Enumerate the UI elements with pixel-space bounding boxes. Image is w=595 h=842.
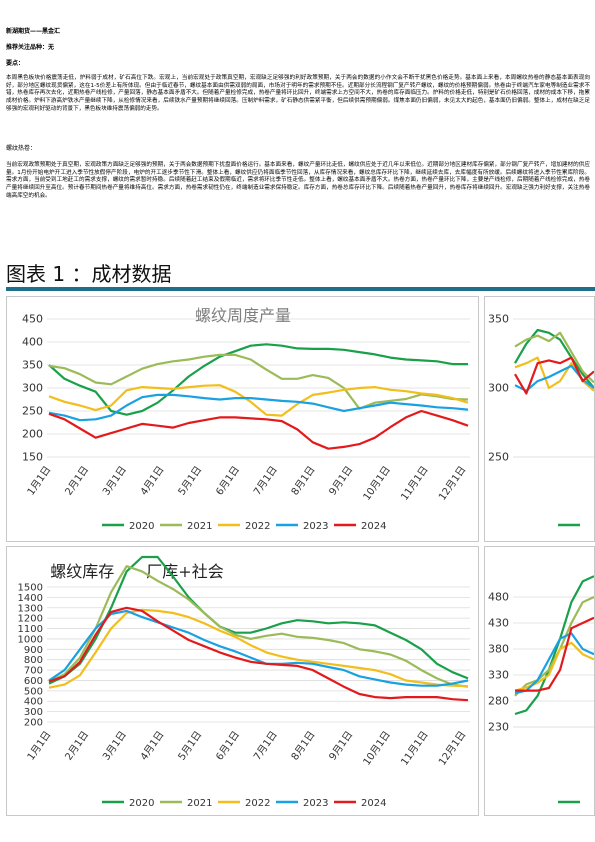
series-line-2021 bbox=[48, 353, 469, 410]
x-tick-label: 6月1日 bbox=[213, 464, 242, 498]
series-line-2020 bbox=[48, 555, 469, 685]
chart-panel-right-top: 250 300 350 bbox=[484, 296, 595, 542]
y-tick-label: 600 bbox=[24, 676, 43, 687]
y-tick-label: 1500 bbox=[18, 583, 43, 594]
legend-label-2021: 2021 bbox=[187, 798, 212, 809]
y-tick-label: 330 bbox=[488, 669, 509, 682]
series-line-2024 bbox=[48, 606, 469, 702]
series-line-2021 bbox=[48, 565, 469, 688]
legend-label-2022: 2022 bbox=[245, 798, 270, 809]
y-tick-label: 250 bbox=[22, 405, 43, 418]
x-tick-label: 8月1日 bbox=[289, 729, 318, 763]
recommend-line: 推荐关注品种：无 bbox=[6, 44, 55, 51]
rebar-paragraph: 当前宏观政策预期处于真空期，宏观政策方面缺乏足够强的预期，关于两会数据预期下扰盘… bbox=[6, 162, 590, 199]
x-tick-label: 7月1日 bbox=[251, 464, 280, 498]
x-tick-label: 12月1日 bbox=[436, 464, 468, 503]
series-line-2024 bbox=[514, 356, 594, 395]
y-tick-label: 300 bbox=[488, 382, 509, 395]
report-title: 新湖期货——黑金汇 bbox=[6, 28, 61, 35]
y-tick-label: 300 bbox=[22, 382, 43, 395]
x-tick-label: 9月1日 bbox=[327, 464, 356, 498]
summary-paragraph: 本周黑色板块价格震荡走低，炉料弱于成材，矿石高位下跌。宏观上，当前宏观处于政策真… bbox=[6, 75, 590, 112]
y-tick-label: 400 bbox=[22, 336, 43, 349]
chart-title: 螺纹库存 厂库+社会 bbox=[50, 562, 223, 581]
series-line-2021 bbox=[514, 331, 594, 384]
x-tick-label: 12月1日 bbox=[436, 729, 468, 768]
y-tick-label: 230 bbox=[488, 721, 509, 734]
chart-title: 螺纹周度产量 bbox=[195, 306, 291, 325]
legend-label-2023: 2023 bbox=[303, 521, 328, 532]
x-tick-label: 2月1日 bbox=[63, 464, 92, 498]
rebar-production-chart: 150 200 250 300 350 400 450 螺纹周度产量 1月1日 2月1日 3月1日 4… bbox=[22, 306, 470, 532]
x-tick-label: 4月1日 bbox=[138, 464, 167, 498]
series-line-2022 bbox=[48, 384, 469, 417]
y-tick-label: 250 bbox=[488, 451, 509, 464]
y-tick-label: 350 bbox=[22, 359, 43, 372]
x-tick-label: 10月1日 bbox=[361, 729, 393, 768]
legend-label-2020: 2020 bbox=[129, 798, 154, 809]
y-tick-label: 1400 bbox=[18, 593, 43, 604]
y-tick-label: 800 bbox=[24, 655, 43, 666]
x-tick-label: 11月1日 bbox=[398, 464, 430, 503]
y-tick-label: 900 bbox=[24, 645, 43, 656]
y-tick-label: 1100 bbox=[18, 624, 43, 635]
x-tick-label: 1月1日 bbox=[25, 464, 54, 498]
x-tick-label: 10月1日 bbox=[361, 464, 393, 503]
series-line-2023 bbox=[514, 632, 594, 695]
legend-label-2024: 2024 bbox=[361, 798, 386, 809]
chart-panel-rebar-production: 150 200 250 300 350 400 450 螺纹周度产量 1月1日 2月1日 3月1日 4… bbox=[6, 296, 479, 542]
y-tick-label: 400 bbox=[24, 697, 43, 708]
legend-label-2020: 2020 bbox=[129, 521, 154, 532]
series-line-2020 bbox=[48, 343, 468, 416]
series-line-2023 bbox=[48, 393, 469, 422]
y-tick-label: 200 bbox=[22, 428, 43, 441]
right-bottom-chart: 230 280 330 380 430 480 bbox=[488, 575, 594, 804]
x-tick-label: 4月1日 bbox=[138, 729, 167, 763]
chart-panel-rebar-inventory: 200 300 400 500 600 700 800 900 1000 1100 1200 1300… bbox=[6, 546, 479, 816]
series-line-2022 bbox=[514, 641, 594, 692]
x-tick-label: 5月1日 bbox=[176, 729, 205, 763]
legend-label-2023: 2023 bbox=[303, 798, 328, 809]
legend-label-2024: 2024 bbox=[361, 521, 386, 532]
series-line-2024 bbox=[48, 409, 469, 450]
series-line-2020 bbox=[514, 575, 594, 716]
section-rule bbox=[6, 287, 595, 291]
x-tick-label: 3月1日 bbox=[100, 464, 129, 498]
x-tick-label: 3月1日 bbox=[100, 729, 129, 763]
series-line-2023 bbox=[48, 609, 469, 687]
y-tick-label: 1300 bbox=[18, 603, 43, 614]
x-tick-label: 5月1日 bbox=[176, 464, 205, 498]
y-tick-label: 480 bbox=[488, 591, 509, 604]
section-title: 图表 1 ：成材数据 bbox=[6, 262, 172, 286]
y-tick-label: 430 bbox=[488, 617, 509, 630]
x-tick-label: 6月1日 bbox=[213, 729, 242, 763]
legend-label-2021: 2021 bbox=[187, 521, 212, 532]
right-top-chart: 250 300 350 bbox=[488, 313, 594, 527]
y-tick-label: 380 bbox=[488, 643, 509, 656]
y-tick-label: 200 bbox=[24, 718, 43, 729]
y-tick-label: 700 bbox=[24, 666, 43, 677]
y-tick-label: 1200 bbox=[18, 614, 43, 625]
x-tick-label: 7月1日 bbox=[251, 729, 280, 763]
x-tick-label: 9月1日 bbox=[327, 729, 356, 763]
chart-panel-right-bottom: 230 280 330 380 430 480 bbox=[484, 546, 595, 816]
legend-label-2022: 2022 bbox=[245, 521, 270, 532]
key-points-label: 要点： bbox=[6, 60, 25, 67]
x-tick-label: 11月1日 bbox=[398, 729, 430, 768]
x-tick-label: 8月1日 bbox=[289, 464, 318, 498]
rebar-inventory-chart: 2003004005006007008009001000110012001300… bbox=[18, 555, 470, 809]
y-tick-label: 1000 bbox=[18, 634, 43, 645]
x-tick-label: 1月1日 bbox=[25, 729, 54, 763]
y-tick-label: 350 bbox=[488, 313, 509, 326]
rebar-label: 螺纹热卷： bbox=[6, 145, 37, 152]
series-line-2022 bbox=[48, 608, 469, 689]
x-tick-label: 2月1日 bbox=[63, 729, 92, 763]
series-line-2024 bbox=[515, 616, 594, 692]
y-tick-label: 500 bbox=[24, 686, 43, 697]
y-tick-label: 280 bbox=[488, 695, 509, 708]
y-tick-label: 300 bbox=[24, 707, 43, 718]
y-tick-label: 450 bbox=[22, 313, 43, 326]
y-tick-label: 150 bbox=[22, 451, 43, 464]
